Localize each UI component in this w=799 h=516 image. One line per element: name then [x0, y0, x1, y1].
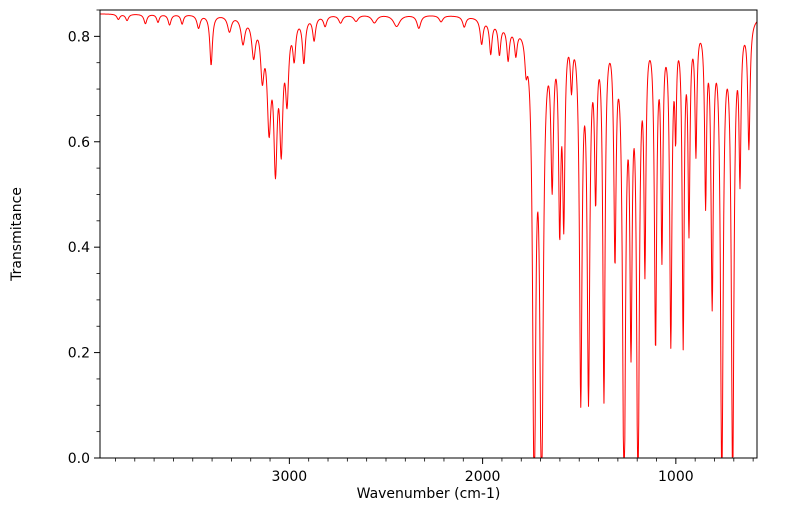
- y-tick-label: 0.0: [68, 451, 90, 467]
- y-axis-label: Transmitance: [9, 187, 25, 281]
- plot-frame: [99, 9, 758, 459]
- x-tick-label: 1000: [658, 469, 694, 485]
- x-axis-label: Wavenumber (cm-1): [356, 486, 501, 502]
- x-tick-label: 3000: [272, 469, 308, 485]
- y-tick-label: 0.2: [68, 346, 90, 362]
- x-tick-label: 2000: [465, 469, 501, 485]
- y-tick-label: 0.4: [68, 240, 90, 256]
- y-tick-label: 0.8: [68, 29, 90, 45]
- spectrum-line: [99, 13, 758, 458]
- y-tick-label: 0.6: [68, 135, 90, 151]
